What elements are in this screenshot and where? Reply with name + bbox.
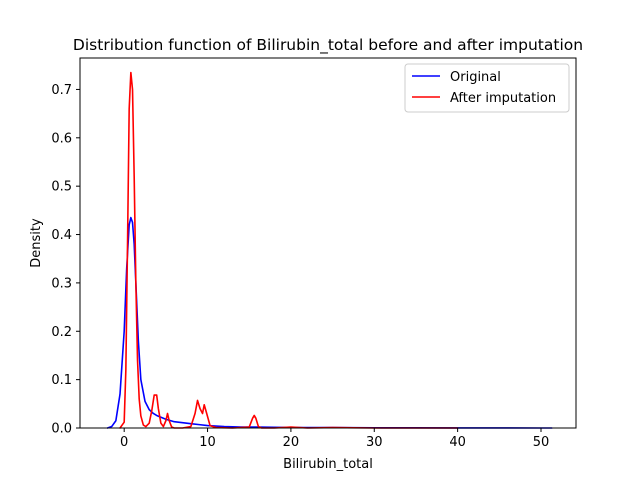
x-tick-label: 40 <box>449 435 466 450</box>
y-tick-label: 0.4 <box>51 228 72 243</box>
y-tick-label: 0.6 <box>51 131 72 146</box>
x-axis: 0 10 20 30 40 50 <box>120 428 549 450</box>
x-tick-label: 10 <box>199 435 216 450</box>
y-tick-label: 0.7 <box>51 83 72 98</box>
plot-frame <box>79 57 577 429</box>
legend-box <box>404 63 570 113</box>
legend-label-after-imputation: After imputation <box>450 91 556 106</box>
plot-area <box>79 57 577 429</box>
x-tick-label: 50 <box>533 435 550 450</box>
y-axis: 0.0 0.1 0.2 0.3 0.4 0.5 0.6 0.7 <box>51 83 80 437</box>
y-tick-label: 0.1 <box>51 373 72 388</box>
x-tick-label: 20 <box>283 435 300 450</box>
y-tick-label: 0.5 <box>51 180 72 195</box>
legend-label-original: Original <box>450 70 501 85</box>
y-tick-label: 0.3 <box>51 276 72 291</box>
y-axis-label: Density <box>29 218 44 268</box>
y-tick-label: 0.0 <box>51 422 72 437</box>
x-tick-label: 0 <box>120 435 128 450</box>
chart-title: Distribution function of Bilirubin_total… <box>73 36 583 55</box>
y-tick-label: 0.2 <box>51 325 72 340</box>
x-tick-label: 30 <box>366 435 383 450</box>
x-axis-label: Bilirubin_total <box>283 457 373 472</box>
legend: Original After imputation <box>404 63 570 113</box>
